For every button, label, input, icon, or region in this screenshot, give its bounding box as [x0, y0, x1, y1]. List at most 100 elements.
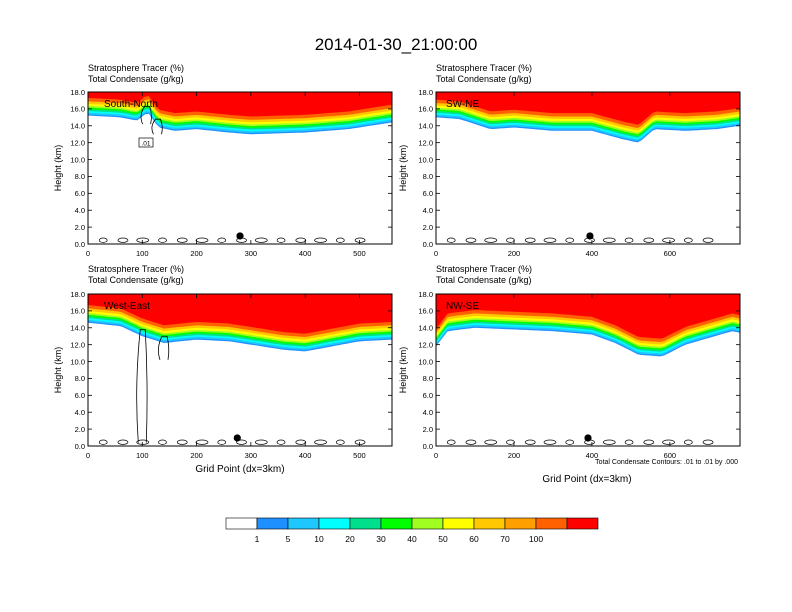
section-label: SW-NE	[446, 99, 479, 110]
colorbar-swatch	[225, 517, 258, 530]
plot-frame	[435, 293, 741, 447]
low-cloud-contour	[158, 237, 167, 243]
x-tick-label: 600	[664, 451, 677, 460]
y-tick-label: 18.0	[70, 290, 85, 299]
x-tick-label: 200	[508, 451, 521, 460]
colorbar-swatch	[473, 517, 506, 530]
x-axis-label: Grid Point (dx=3km)	[195, 464, 284, 475]
location-marker	[236, 232, 244, 240]
y-tick-label: 6.0	[423, 391, 433, 400]
low-cloud-contour	[702, 439, 714, 445]
y-axis-label: Height (km)	[398, 145, 408, 192]
x-axis-label: Grid Point (dx=3km)	[542, 474, 631, 485]
low-cloud-contour	[335, 237, 345, 243]
y-tick-label: 8.0	[423, 374, 433, 383]
x-tick-label: 300	[245, 451, 258, 460]
y-axis-label: Height (km)	[53, 145, 63, 192]
low-cloud-contour	[217, 439, 227, 445]
y-tick-label: 2.0	[75, 425, 85, 434]
x-tick-label: 500	[353, 249, 366, 258]
colorbar-label: 1	[255, 534, 260, 544]
contour-label-box: .01	[138, 137, 154, 148]
low-cloud-contour	[276, 439, 286, 445]
y-tick-label: 6.0	[423, 189, 433, 198]
condensate-contour	[136, 329, 148, 443]
x-tick-label: 200	[190, 451, 203, 460]
y-tick-label: 10.0	[418, 155, 433, 164]
colorbar-label: 50	[438, 534, 448, 544]
panel-nw-se: Stratosphere Tracer (%) Total Condensate…	[398, 264, 741, 485]
low-cloud-contour	[565, 439, 575, 445]
low-cloud-contour	[158, 439, 167, 445]
y-tick-label: 14.0	[418, 122, 433, 131]
y-tick-label: 8.0	[423, 172, 433, 181]
panel-header-tracer: Stratosphere Tracer (%)	[88, 264, 184, 274]
y-tick-label: 8.0	[75, 172, 85, 181]
colorbar-swatch	[318, 517, 351, 530]
low-cloud-contour	[624, 439, 634, 445]
low-cloud-contour	[662, 237, 675, 243]
colorbar-swatch	[256, 517, 289, 530]
y-tick-label: 16.0	[418, 105, 433, 114]
location-marker	[586, 232, 594, 240]
y-tick-label: 6.0	[75, 189, 85, 198]
low-cloud-contour	[465, 237, 477, 243]
low-cloud-contour	[295, 237, 307, 243]
x-tick-label: 400	[299, 451, 312, 460]
low-cloud-contour	[217, 237, 227, 243]
colorbar-swatch	[411, 517, 444, 530]
low-cloud-contour	[446, 439, 456, 445]
panel-header-tracer: Stratosphere Tracer (%)	[88, 63, 184, 73]
y-tick-label: 4.0	[423, 206, 433, 215]
low-cloud-contour	[254, 237, 268, 243]
x-tick-label: 0	[434, 249, 438, 258]
low-cloud-contour	[254, 439, 268, 445]
low-cloud-contour	[195, 237, 209, 243]
panel-south-north: Stratosphere Tracer (%) Total Condensate…	[53, 63, 393, 258]
low-cloud-contour	[543, 237, 557, 243]
axes-south-north: 0 100 200 300 400 500 0.0 2.0 4.0 6.0 8.0 10.0 12.0 1…	[70, 88, 392, 258]
y-tick-label: 2.0	[75, 223, 85, 232]
panel-header-condensate: Total Condensate (g/kg)	[436, 275, 532, 285]
y-tick-label: 8.0	[75, 374, 85, 383]
y-tick-label: 4.0	[75, 206, 85, 215]
low-cloud-contour	[136, 439, 150, 445]
heatmap-nw-se	[436, 294, 740, 445]
low-cloud-contour	[543, 439, 557, 445]
low-cloud-contour	[465, 439, 477, 445]
low-cloud-contour	[276, 237, 286, 243]
low-cloud-contour	[643, 439, 655, 445]
y-tick-label: 4.0	[423, 408, 433, 417]
low-cloud-contour	[702, 237, 714, 243]
low-cloud-contour	[446, 237, 456, 243]
y-tick-label: 14.0	[418, 324, 433, 333]
tracer-band	[436, 92, 740, 125]
y-tick-label: 12.0	[418, 138, 433, 147]
low-cloud-contour	[602, 237, 616, 243]
low-cloud-contour	[683, 237, 693, 243]
y-axis-label: Height (km)	[398, 347, 408, 394]
colorbar-label: 5	[286, 534, 291, 544]
y-tick-label: 18.0	[70, 88, 85, 97]
y-tick-label: 0.0	[75, 442, 85, 451]
colorbar-label: 30	[376, 534, 386, 544]
low-cloud-contour	[624, 237, 634, 243]
location-marker	[233, 434, 241, 442]
tracer-band	[88, 294, 392, 334]
y-tick-label: 16.0	[418, 307, 433, 316]
panel-header-condensate: Total Condensate (g/kg)	[88, 74, 184, 84]
panel-header-condensate: Total Condensate (g/kg)	[88, 275, 184, 285]
heatmap-west-east	[88, 294, 392, 445]
low-cloud-contour	[335, 439, 345, 445]
y-tick-label: 18.0	[418, 88, 433, 97]
low-cloud-contour	[354, 439, 366, 445]
colorbar-swatch	[287, 517, 320, 530]
low-cloud-contour	[524, 237, 536, 243]
colorbar: 1 5 10 20 30 40 50 60 70 100	[225, 517, 599, 544]
x-tick-label: 0	[86, 451, 90, 460]
x-tick-label: 600	[664, 249, 677, 258]
condensate-contour	[140, 105, 152, 125]
x-tick-label: 200	[190, 249, 203, 258]
y-tick-label: 0.0	[423, 240, 433, 249]
plot-frame	[87, 91, 393, 245]
